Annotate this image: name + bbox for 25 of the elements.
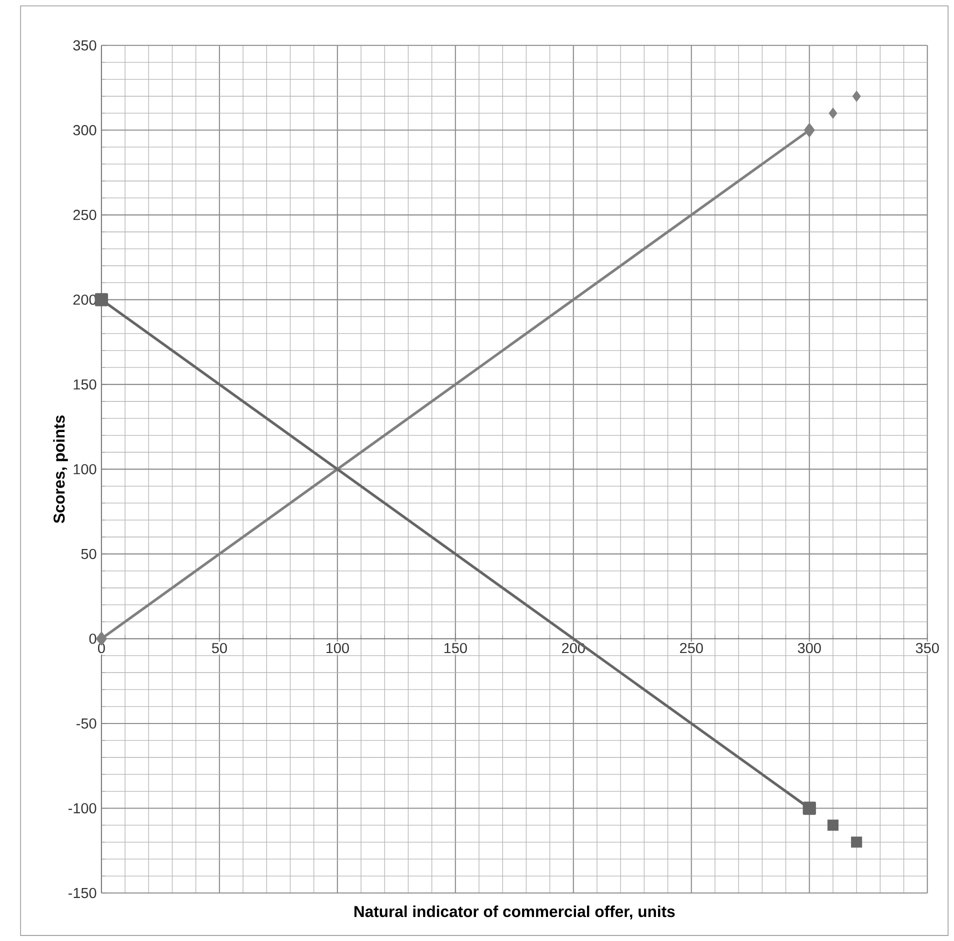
y-tick-label: 0 xyxy=(89,633,96,644)
y-tick-label: -150 xyxy=(68,888,96,898)
x-tick-label: 100 xyxy=(326,642,349,654)
point xyxy=(804,123,815,137)
x-axis-title: Natural indicator of commercial offer, units xyxy=(354,905,675,920)
x-tick-label: 50 xyxy=(212,642,227,654)
point xyxy=(852,90,861,102)
y-tick-label: 50 xyxy=(81,548,96,559)
point xyxy=(94,292,108,306)
point xyxy=(827,820,839,831)
y-tick-label: 150 xyxy=(74,379,96,390)
point xyxy=(802,801,816,815)
x-tick-label: 250 xyxy=(680,642,703,654)
y-tick-label: 300 xyxy=(73,124,96,136)
point xyxy=(851,836,862,848)
point xyxy=(828,107,838,119)
y-tick-label: 100 xyxy=(74,464,96,474)
y-tick-label: -100 xyxy=(68,802,96,814)
x-tick-label: 300 xyxy=(798,642,821,654)
y-axis-title: Scores, points xyxy=(53,415,68,523)
y-tick-label: -50 xyxy=(76,718,96,728)
y-tick-label: 350 xyxy=(73,40,96,50)
x-tick-label: 350 xyxy=(916,642,939,654)
x-tick-label: 150 xyxy=(444,642,467,654)
y-tick-label: 250 xyxy=(73,210,96,220)
